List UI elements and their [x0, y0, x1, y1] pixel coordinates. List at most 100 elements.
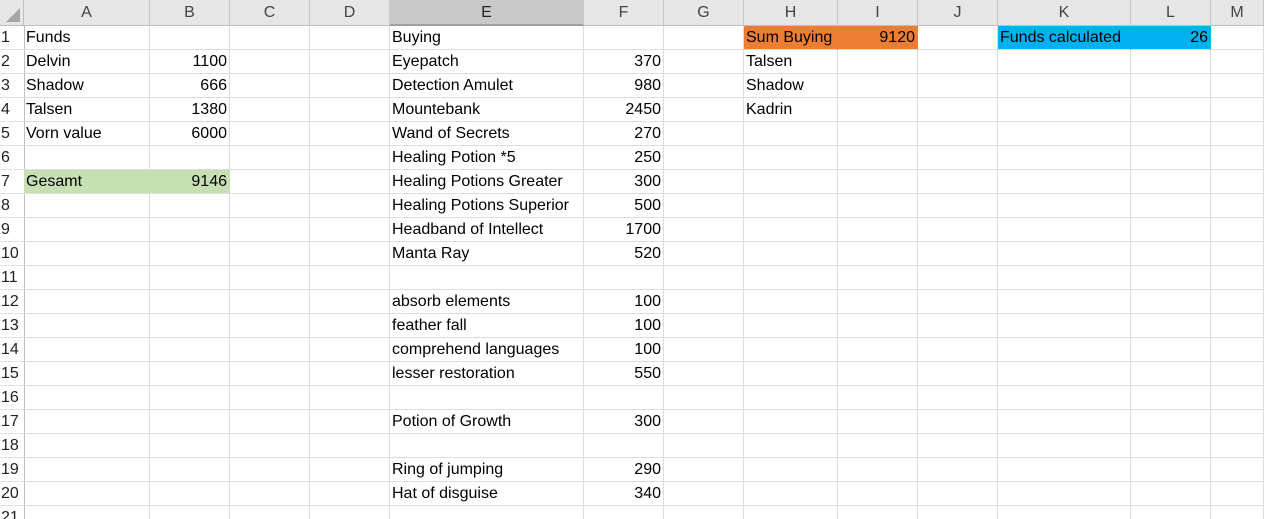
- grid-cell-i21[interactable]: [838, 506, 918, 519]
- grid-cell-e11[interactable]: [390, 266, 584, 290]
- grid-cell-m2[interactable]: [1211, 50, 1264, 74]
- grid-cell-d20[interactable]: [310, 482, 390, 506]
- grid-cell-l2[interactable]: [1131, 50, 1211, 74]
- row-header-11[interactable]: 11: [0, 266, 24, 290]
- grid-cell-m12[interactable]: [1211, 290, 1264, 314]
- grid-cell-l8[interactable]: [1131, 194, 1211, 218]
- row-header-18[interactable]: 18: [0, 434, 24, 458]
- grid-cell-h1[interactable]: Sum Buying: [744, 26, 838, 50]
- grid-cell-l6[interactable]: [1131, 146, 1211, 170]
- grid-cell-g2[interactable]: [664, 50, 744, 74]
- grid-cell-l7[interactable]: [1131, 170, 1211, 194]
- grid-cell-k19[interactable]: [998, 458, 1131, 482]
- grid-cell-c4[interactable]: [230, 98, 310, 122]
- grid-cell-a19[interactable]: [24, 458, 150, 482]
- grid-cell-h10[interactable]: [744, 242, 838, 266]
- grid-cell-b16[interactable]: [150, 386, 230, 410]
- grid-cell-c8[interactable]: [230, 194, 310, 218]
- grid-cell-i13[interactable]: [838, 314, 918, 338]
- grid-cell-i14[interactable]: [838, 338, 918, 362]
- grid-cell-e19[interactable]: Ring of jumping: [390, 458, 584, 482]
- grid-cell-d10[interactable]: [310, 242, 390, 266]
- grid-cell-k21[interactable]: [998, 506, 1131, 519]
- grid-cell-c5[interactable]: [230, 122, 310, 146]
- grid-cell-b11[interactable]: [150, 266, 230, 290]
- grid-cell-e17[interactable]: Potion of Growth: [390, 410, 584, 434]
- grid-cell-l19[interactable]: [1131, 458, 1211, 482]
- grid-cell-j15[interactable]: [918, 362, 998, 386]
- grid-cell-k8[interactable]: [998, 194, 1131, 218]
- grid-cell-c15[interactable]: [230, 362, 310, 386]
- grid-cell-l21[interactable]: [1131, 506, 1211, 519]
- grid-cell-g17[interactable]: [664, 410, 744, 434]
- grid-cell-m5[interactable]: [1211, 122, 1264, 146]
- grid-cell-f11[interactable]: [584, 266, 664, 290]
- grid-cell-e3[interactable]: Detection Amulet: [390, 74, 584, 98]
- grid-cell-a15[interactable]: [24, 362, 150, 386]
- grid-cell-i2[interactable]: [838, 50, 918, 74]
- grid-cell-j10[interactable]: [918, 242, 998, 266]
- grid-cell-f7[interactable]: 300: [584, 170, 664, 194]
- grid-cell-a9[interactable]: [24, 218, 150, 242]
- grid-cell-h7[interactable]: [744, 170, 838, 194]
- column-header-k[interactable]: K: [998, 0, 1131, 26]
- grid-cell-e2[interactable]: Eyepatch: [390, 50, 584, 74]
- grid-cell-h6[interactable]: [744, 146, 838, 170]
- grid-cell-k20[interactable]: [998, 482, 1131, 506]
- grid-cell-i15[interactable]: [838, 362, 918, 386]
- grid-cell-j20[interactable]: [918, 482, 998, 506]
- grid-cell-k1[interactable]: Funds calculated: [998, 26, 1131, 50]
- grid-cell-a7[interactable]: Gesamt: [24, 170, 150, 194]
- grid-cell-j17[interactable]: [918, 410, 998, 434]
- grid-cell-c1[interactable]: [230, 26, 310, 50]
- grid-cell-d7[interactable]: [310, 170, 390, 194]
- grid-cell-l10[interactable]: [1131, 242, 1211, 266]
- grid-cell-h20[interactable]: [744, 482, 838, 506]
- row-header-13[interactable]: 13: [0, 314, 24, 338]
- grid-cell-j21[interactable]: [918, 506, 998, 519]
- grid-cell-a3[interactable]: Shadow: [24, 74, 150, 98]
- row-header-20[interactable]: 20: [0, 482, 24, 506]
- grid-cell-f9[interactable]: 1700: [584, 218, 664, 242]
- grid-cell-k2[interactable]: [998, 50, 1131, 74]
- grid-cell-d6[interactable]: [310, 146, 390, 170]
- grid-cell-f12[interactable]: 100: [584, 290, 664, 314]
- grid-cell-m19[interactable]: [1211, 458, 1264, 482]
- grid-cell-g13[interactable]: [664, 314, 744, 338]
- grid-cell-c6[interactable]: [230, 146, 310, 170]
- grid-cell-a13[interactable]: [24, 314, 150, 338]
- grid-cell-m9[interactable]: [1211, 218, 1264, 242]
- grid-cell-e16[interactable]: [390, 386, 584, 410]
- grid-cell-g14[interactable]: [664, 338, 744, 362]
- grid-cell-h4[interactable]: Kadrin: [744, 98, 838, 122]
- grid-cell-g19[interactable]: [664, 458, 744, 482]
- grid-cell-b18[interactable]: [150, 434, 230, 458]
- column-header-f[interactable]: F: [584, 0, 664, 26]
- grid-cell-j3[interactable]: [918, 74, 998, 98]
- grid-cell-e12[interactable]: absorb elements: [390, 290, 584, 314]
- grid-cell-c11[interactable]: [230, 266, 310, 290]
- row-header-17[interactable]: 17: [0, 410, 24, 434]
- grid-cell-b17[interactable]: [150, 410, 230, 434]
- grid-cell-k16[interactable]: [998, 386, 1131, 410]
- grid-cell-h18[interactable]: [744, 434, 838, 458]
- grid-cell-k6[interactable]: [998, 146, 1131, 170]
- grid-cell-h11[interactable]: [744, 266, 838, 290]
- grid-cell-e21[interactable]: [390, 506, 584, 519]
- grid-cell-j12[interactable]: [918, 290, 998, 314]
- grid-cell-j18[interactable]: [918, 434, 998, 458]
- grid-cell-d8[interactable]: [310, 194, 390, 218]
- grid-cell-m14[interactable]: [1211, 338, 1264, 362]
- row-header-21[interactable]: 21: [0, 506, 24, 519]
- grid-cell-j9[interactable]: [918, 218, 998, 242]
- grid-cell-c9[interactable]: [230, 218, 310, 242]
- grid-cell-b21[interactable]: [150, 506, 230, 519]
- grid-cell-c14[interactable]: [230, 338, 310, 362]
- select-all-button[interactable]: [0, 0, 24, 26]
- grid-cell-l14[interactable]: [1131, 338, 1211, 362]
- row-header-4[interactable]: 4: [0, 98, 24, 122]
- column-header-d[interactable]: D: [310, 0, 390, 26]
- grid-cell-g16[interactable]: [664, 386, 744, 410]
- grid-cell-k11[interactable]: [998, 266, 1131, 290]
- grid-cell-f1[interactable]: [584, 26, 664, 50]
